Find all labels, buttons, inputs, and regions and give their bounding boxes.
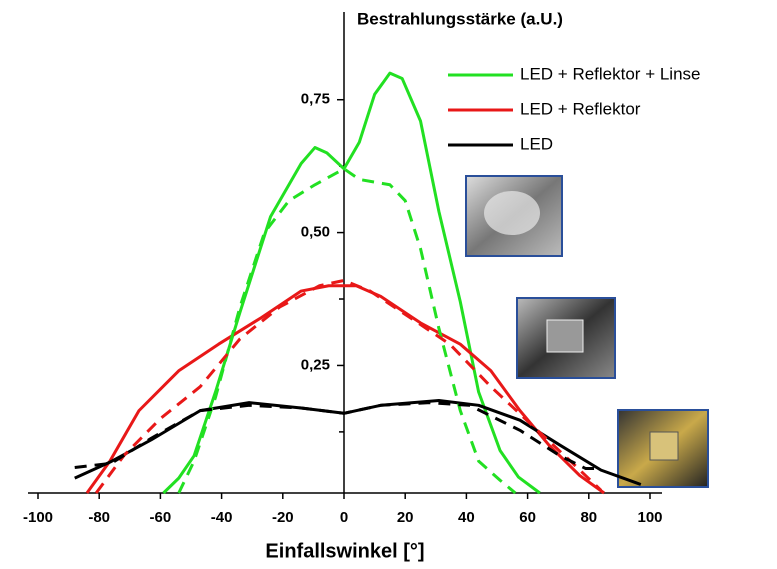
- x-tick-label: 60: [519, 509, 536, 526]
- y-tick-label: 0,75: [301, 91, 330, 108]
- photo-lens: [484, 191, 540, 235]
- x-tick-label: 80: [580, 509, 597, 526]
- x-tick-label: 40: [458, 509, 475, 526]
- chart: Bestrahlungsstärke (a.U.) Einfallswinkel…: [0, 0, 777, 569]
- y-tick-label: 0,25: [301, 356, 330, 373]
- y-tick-label: 0,50: [301, 224, 330, 241]
- x-tick-label: 20: [397, 509, 414, 526]
- legend-label: LED + Reflektor + Linse: [520, 64, 700, 83]
- photo-chip: [650, 432, 678, 460]
- legend-label: LED: [520, 134, 553, 153]
- legend-label: LED + Reflektor: [520, 99, 641, 118]
- x-tick-label: -60: [150, 509, 172, 526]
- photos: [466, 176, 708, 487]
- x-tick-label: -100: [23, 509, 53, 526]
- x-tick-label: 0: [340, 509, 348, 526]
- photo-reflector: [547, 320, 583, 352]
- chart-title: Bestrahlungsstärke (a.U.): [357, 9, 563, 28]
- series-line: [75, 401, 641, 485]
- x-tick-label: -80: [88, 509, 110, 526]
- x-axis-label: Einfallswinkel [°]: [265, 540, 424, 562]
- x-tick-label: -20: [272, 509, 294, 526]
- x-tick-label: -40: [211, 509, 233, 526]
- x-tick-label: 100: [637, 509, 662, 526]
